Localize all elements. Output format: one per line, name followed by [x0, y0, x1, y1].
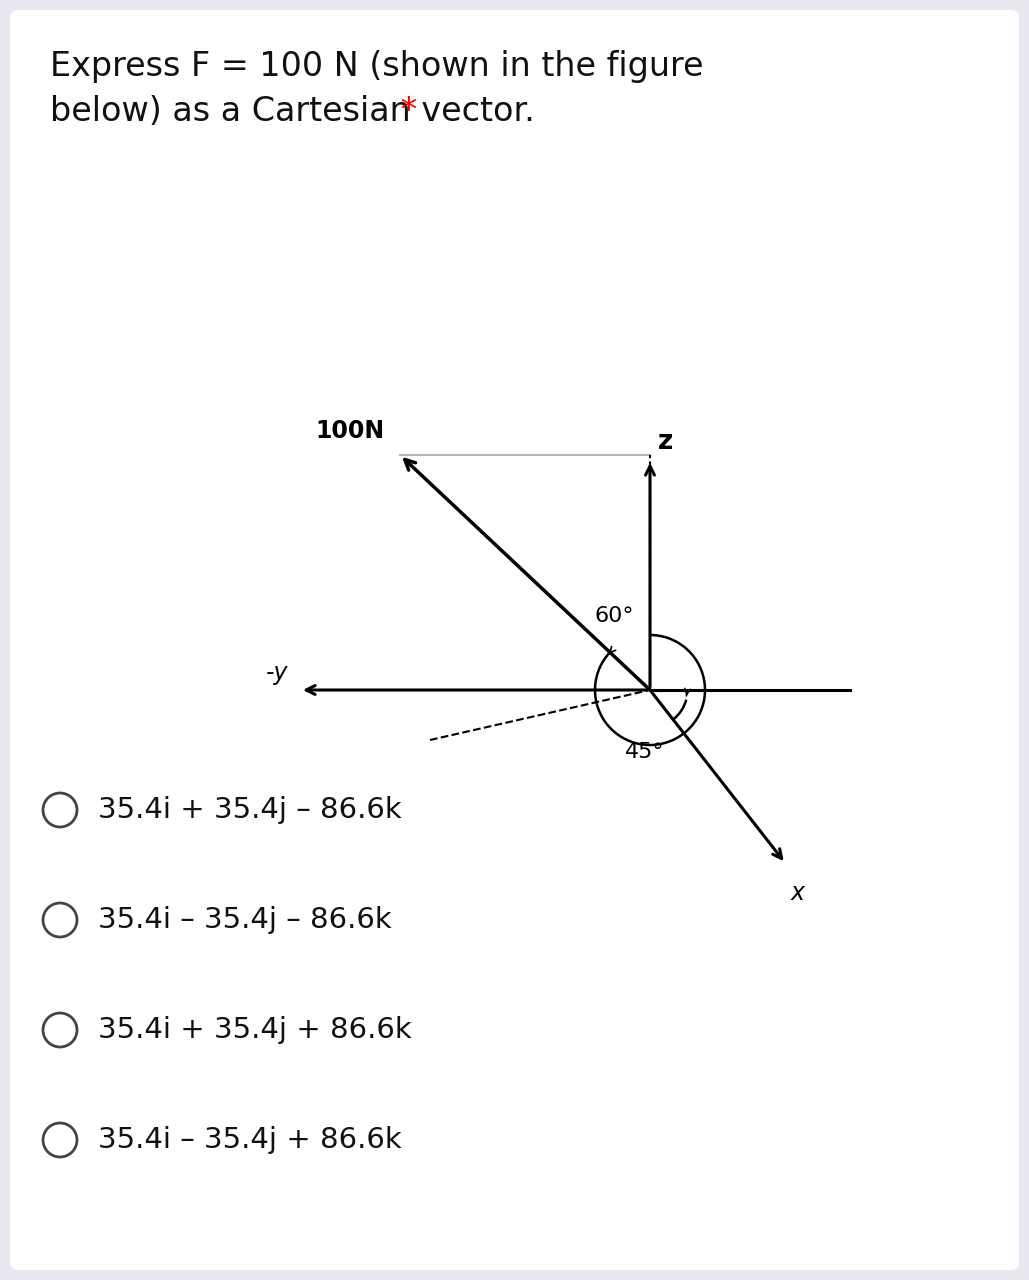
Text: -y: -y: [265, 660, 288, 685]
Text: 100N: 100N: [316, 419, 385, 443]
Text: 35.4i + 35.4j – 86.6k: 35.4i + 35.4j – 86.6k: [98, 796, 401, 824]
Text: Express F = 100 N (shown in the figure: Express F = 100 N (shown in the figure: [50, 50, 704, 83]
Text: 45°: 45°: [625, 742, 665, 762]
Text: 35.4i + 35.4j + 86.6k: 35.4i + 35.4j + 86.6k: [98, 1016, 412, 1044]
Text: 60°: 60°: [595, 605, 635, 626]
Text: 35.4i – 35.4j – 86.6k: 35.4i – 35.4j – 86.6k: [98, 906, 392, 934]
Text: x: x: [790, 882, 805, 905]
Text: below) as a Cartesian vector.: below) as a Cartesian vector.: [50, 95, 535, 128]
Text: 35.4i – 35.4j + 86.6k: 35.4i – 35.4j + 86.6k: [98, 1126, 401, 1155]
FancyBboxPatch shape: [10, 10, 1019, 1270]
Text: z: z: [658, 429, 673, 454]
Text: *: *: [390, 95, 417, 128]
